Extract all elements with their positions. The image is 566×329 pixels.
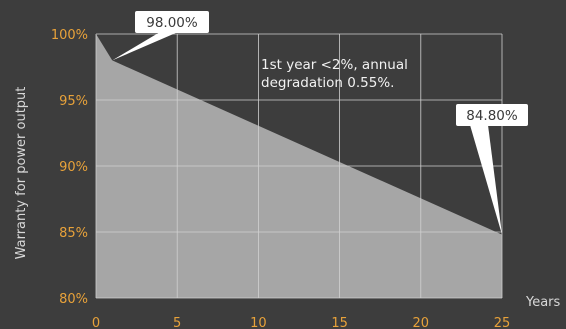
annotation-line-1: 1st year <2%, annual (261, 57, 408, 73)
x-tick-label: 0 (92, 316, 100, 329)
grid (95, 33, 503, 299)
callout-start-box (135, 11, 209, 33)
y-tick-label: 95% (59, 94, 88, 109)
tick-labels: 0 5 10 15 20 25 100% 95% 90% 85% 80% (51, 28, 510, 329)
x-tick-label: 15 (331, 316, 348, 329)
callout-start: 98.00% (112, 11, 209, 61)
x-tick-label: 25 (494, 316, 511, 329)
y-tick-label: 100% (51, 28, 88, 43)
x-tick-label: 10 (250, 316, 267, 329)
callout-end-box (456, 104, 528, 126)
y-tick-label: 80% (59, 292, 88, 307)
callout-end-label: 84.80% (466, 108, 518, 124)
x-tick-label: 20 (413, 316, 430, 329)
y-tick-label: 85% (59, 226, 88, 241)
y-axis-label: Warranty for power output (14, 87, 29, 260)
y-tick-label: 90% (59, 160, 88, 175)
callout-start-pointer (112, 32, 178, 61)
x-tick-label: 5 (173, 316, 181, 329)
callout-end: 84.80% (456, 104, 528, 235)
callout-start-label: 98.00% (146, 15, 198, 31)
annotation-line-2: degradation 0.55%. (261, 75, 394, 91)
callout-end-pointer (470, 125, 502, 235)
x-axis-label: Years (525, 295, 561, 310)
